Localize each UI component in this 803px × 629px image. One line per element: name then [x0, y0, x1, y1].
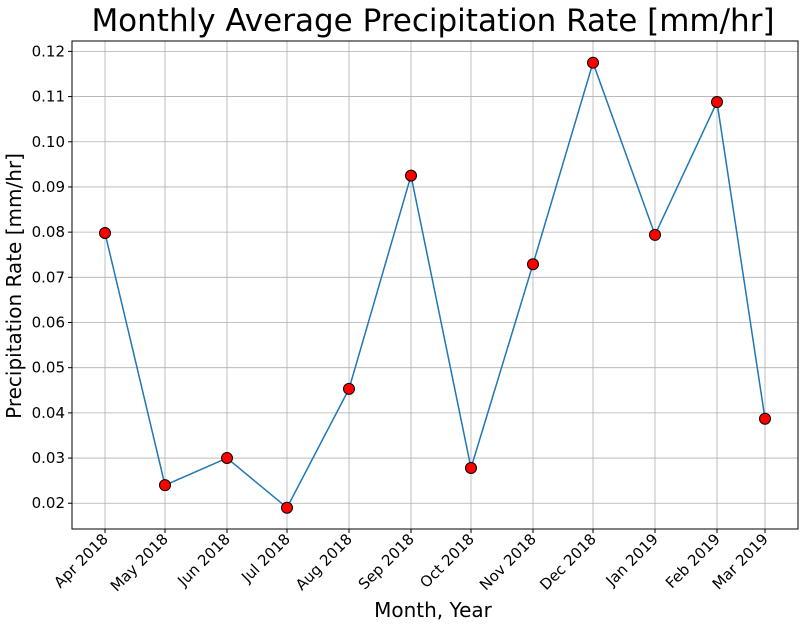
data-point [465, 462, 477, 474]
x-tick-label: Jul 2018 [237, 530, 294, 587]
y-tick-label: 0.06 [32, 314, 65, 332]
y-tick-label: 0.09 [32, 178, 65, 196]
x-tick-label: Jun 2018 [173, 530, 233, 590]
x-tick-label: Dec 2018 [536, 530, 600, 594]
x-tick-label: Nov 2018 [476, 530, 540, 594]
grid [72, 41, 798, 529]
data-point [711, 96, 723, 108]
y-tick-label: 0.07 [32, 268, 65, 286]
x-tick-label: Oct 2018 [416, 530, 477, 591]
x-tick-label: Aug 2018 [292, 530, 356, 594]
y-axis-label: Precipitation Rate [mm/hr] [2, 153, 26, 419]
y-tick-label: 0.11 [32, 88, 65, 106]
data-point [159, 479, 171, 492]
data-point [99, 227, 111, 240]
y-tick-label: 0.03 [32, 449, 65, 467]
x-tick-label: Sep 2018 [355, 530, 418, 593]
data-point [343, 382, 355, 395]
y-axis-ticks: 0.02 0.03 0.04 0.05 0.06 0.07 0.08 0.09 0.10 0.11… [32, 42, 72, 512]
y-tick-label: 0.05 [32, 359, 65, 377]
data-point [527, 258, 539, 271]
series-layer [99, 56, 771, 514]
y-tick-label: 0.02 [32, 494, 65, 512]
plot-frame [71, 40, 799, 530]
x-tick-label: Jan 2019 [602, 530, 662, 590]
series-line [104, 60, 766, 509]
data-point [221, 452, 233, 465]
chart-title: Monthly Average Precipitation Rate [mm/h… [91, 3, 774, 39]
data-point [281, 501, 293, 514]
y-tick-label: 0.04 [32, 404, 65, 422]
y-tick-label: 0.12 [32, 42, 65, 60]
x-axis-label: Month, Year [374, 598, 493, 622]
data-point [587, 56, 599, 69]
x-tick-label: May 2018 [107, 530, 172, 595]
data-point [759, 412, 771, 425]
x-tick-label: Apr 2018 [50, 530, 111, 591]
data-point [649, 228, 661, 241]
y-tick-label: 0.10 [32, 133, 65, 151]
y-tick-label: 0.08 [32, 223, 65, 241]
data-point [405, 169, 417, 182]
